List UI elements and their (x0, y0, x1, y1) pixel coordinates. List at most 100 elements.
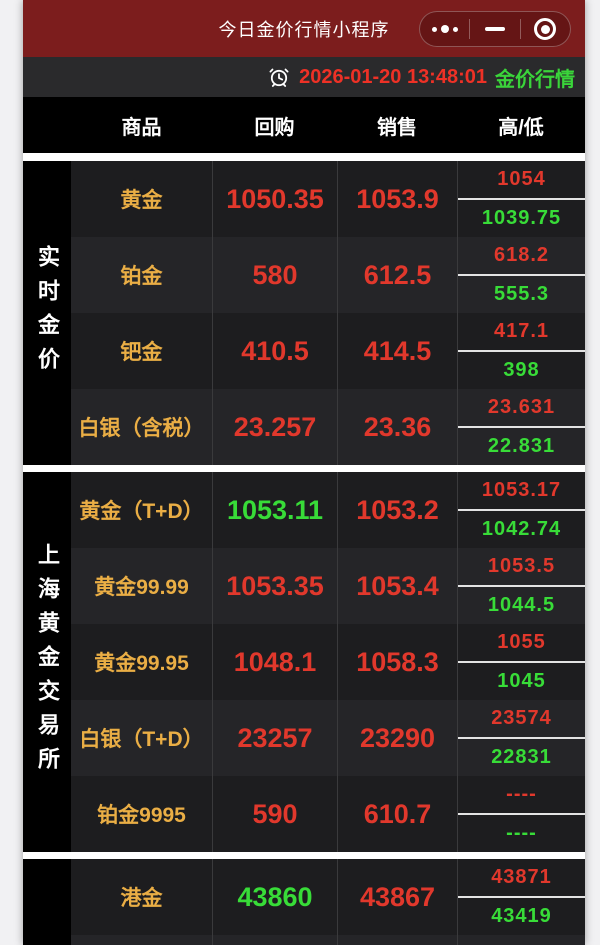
high-low-divider (458, 426, 585, 428)
buyback-price: 43860 (212, 859, 337, 935)
high-low-divider (458, 198, 585, 200)
high-low-divider (458, 896, 585, 898)
minimize-icon (484, 27, 505, 31)
sell-price: 612.5 (337, 237, 457, 313)
buyback-price: 1050.35 (212, 161, 337, 237)
buyback-price: 1053.11 (212, 472, 337, 548)
minimize-button[interactable] (470, 12, 519, 46)
high-price: 23574 (491, 707, 552, 729)
sell-price: 23.36 (337, 389, 457, 465)
product-name: 铂金9995 (97, 804, 186, 827)
section-rows-realtime: 黄金 1050.35 1053.9 1054 1039.75 铂金 580 61… (71, 161, 585, 465)
sell-price: 1053.2 (337, 472, 457, 548)
low-price: 1045 (497, 670, 546, 692)
buyback-price: 590 (212, 776, 337, 852)
more-button[interactable] (420, 12, 469, 46)
low-price: 1042.74 (481, 518, 562, 540)
high-low-divider (458, 737, 585, 739)
price-row: 港金 43860 43867 43871 43419 (71, 859, 585, 935)
capsule-divider (469, 19, 471, 39)
price-row: 白银（T+D） 23257 23290 23574 22831 (71, 700, 585, 776)
status-bar: 2026-01-20 13:48:01 金价行情 (23, 57, 585, 97)
low-price: 1044.5 (487, 594, 556, 616)
high-low-divider (458, 813, 585, 815)
close-button[interactable] (521, 12, 570, 46)
header-sell: 销售 (377, 116, 417, 139)
header-highlow: 高/低 (498, 116, 544, 139)
product-name: 铂金 (120, 265, 163, 288)
close-circle-icon (534, 18, 557, 40)
high-low-cell: ---- ---- (457, 776, 585, 852)
price-row: 黄金99.99 1053.35 1053.4 1053.5 1044.5 (71, 548, 585, 624)
section-separator (23, 153, 585, 161)
miniprogram-window: 今日金价行情小程序 2026-01-20 13:48:01 金价行情 (23, 0, 585, 945)
capsule-menu (419, 11, 571, 47)
header-product: 商品 (121, 116, 162, 139)
section-separator (23, 465, 585, 472)
title-bar: 今日金价行情小程序 (23, 0, 585, 57)
buyback-price: 1048.1 (212, 624, 337, 700)
price-row: 白银（含税） 23.257 23.36 23.631 22.831 (71, 389, 585, 465)
table-header-row: 商品 回购 销售 高/低 (23, 97, 585, 153)
section-label-text: 上海黄金交易所 (35, 543, 60, 781)
alarm-clock-icon (269, 68, 289, 87)
section-label-text: 实时金价 (35, 245, 60, 381)
price-row: 黄金99.95 1048.1 1058.3 1055 1045 (71, 624, 585, 700)
sell-price: 414.5 (337, 313, 457, 389)
section-side-label-realtime: 实时金价 (23, 161, 71, 465)
high-price: 4707.4 (458, 935, 585, 945)
high-low-cell: 23574 22831 (457, 700, 585, 776)
high-low-cell: 1053.17 1042.74 (457, 472, 585, 548)
capsule-divider (519, 19, 521, 39)
high-low-cell: 618.2 555.3 (457, 237, 585, 313)
price-row: 铂金 580 612.5 618.2 555.3 (71, 237, 585, 313)
low-price: ---- (506, 822, 537, 844)
product-name: 黄金 (120, 189, 163, 212)
product-name: 黄金（T+D） (79, 500, 204, 523)
high-low-divider (458, 509, 585, 511)
section-realtime: 实时金价 黄金 1050.35 1053.9 1054 1039.75 铂金 5… (23, 161, 585, 465)
sell-price: 1053.4 (337, 548, 457, 624)
section-sge: 上海黄金交易所 黄金（T+D） 1053.11 1053.2 1053.17 1… (23, 472, 585, 852)
price-row: 钯金 410.5 414.5 417.1 398 (71, 313, 585, 389)
high-price: 1054 (497, 168, 546, 190)
product-name: 黄金99.99 (94, 576, 189, 599)
low-price: 43419 (491, 905, 552, 927)
section-rows-sge: 黄金（T+D） 1053.11 1053.2 1053.17 1042.74 黄… (71, 472, 585, 852)
high-low-cell: 1053.5 1044.5 (457, 548, 585, 624)
buyback-price: 410.5 (212, 313, 337, 389)
product-name: 港金 (120, 887, 163, 910)
high-price: 1055 (497, 631, 546, 653)
low-price: 22.831 (487, 435, 556, 457)
high-low-divider (458, 350, 585, 352)
section-side-label-sge: 上海黄金交易所 (23, 472, 71, 852)
high-price: 1053.17 (481, 479, 562, 501)
high-low-cell: 4707.4 (457, 935, 585, 945)
product-name: 白银（含税） (78, 417, 205, 440)
buyback-price: 23257 (212, 700, 337, 776)
sell-price: 43867 (337, 859, 457, 935)
section-separator (23, 852, 585, 859)
product-name: 钯金 (120, 341, 163, 364)
price-row: 铂金9995 590 610.7 ---- ---- (71, 776, 585, 852)
low-price: 555.3 (493, 283, 550, 305)
section-hk: 港金 43860 43867 43871 43419 4707.4 (23, 859, 585, 945)
page-title: 今日金价行情小程序 (218, 19, 390, 40)
more-dots-icon (431, 25, 458, 33)
buyback-price: 1053.35 (212, 548, 337, 624)
sell-price: 1058.3 (337, 624, 457, 700)
high-low-divider (458, 585, 585, 587)
product-name: 白银（T+D） (79, 728, 204, 751)
price-row: 黄金（T+D） 1053.11 1053.2 1053.17 1042.74 (71, 472, 585, 548)
high-low-cell: 417.1 398 (457, 313, 585, 389)
high-low-divider (458, 274, 585, 276)
buyback-price: 23.257 (212, 389, 337, 465)
sell-price: 610.7 (337, 776, 457, 852)
high-price: ---- (506, 783, 537, 805)
quote-timestamp: 2026-01-20 13:48:01 (299, 65, 487, 88)
sell-price: 1053.9 (337, 161, 457, 237)
high-price: 1053.5 (487, 555, 556, 577)
high-low-cell: 43871 43419 (457, 859, 585, 935)
sell-price: 23290 (337, 700, 457, 776)
high-price: 23.631 (487, 396, 556, 418)
